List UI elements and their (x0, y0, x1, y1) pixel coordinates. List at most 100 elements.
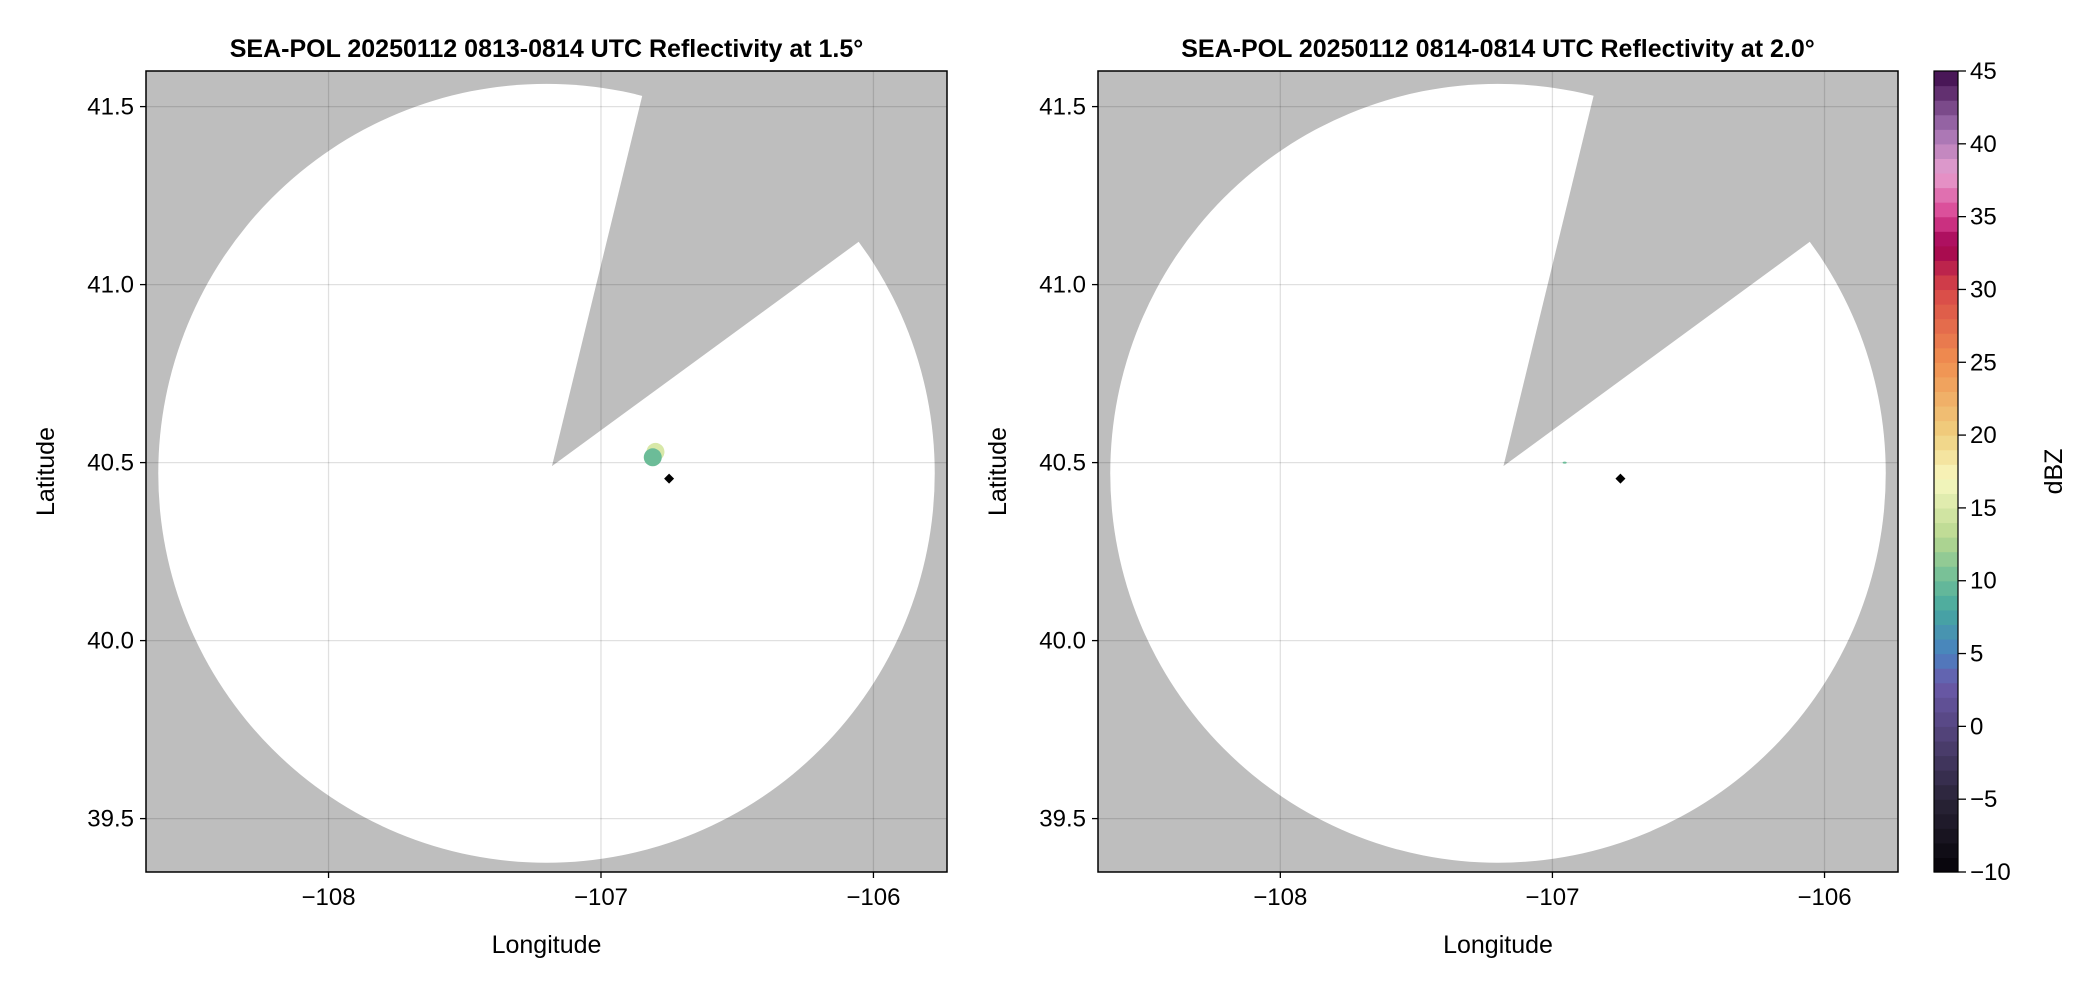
colorbar-bin (1934, 143, 1958, 159)
colorbar-bin (1934, 362, 1958, 378)
y-tick-label: 39.5 (1039, 806, 1086, 833)
axes-frame (1097, 70, 1899, 873)
colorbar-bin (1934, 449, 1958, 465)
colorbar-bin (1934, 507, 1958, 524)
colorbar-tick-label: −5 (1970, 786, 1997, 813)
colorbar-bin (1934, 784, 1958, 800)
colorbar-bin (1934, 172, 1958, 189)
colorbar-bin (1934, 333, 1958, 349)
colorbar-bin (1934, 216, 1958, 232)
panel-right: −108 −107 −106 39.5 40.0 40.5 41.0 41.5 SEA-POL … (984, 35, 1899, 959)
colorbar-bin (1934, 391, 1958, 407)
colorbar-bin (1934, 274, 1958, 291)
y-tick-label: 41.5 (1039, 94, 1086, 121)
x-axis-label: Longitude (1443, 931, 1553, 959)
colorbar-frame (1933, 70, 1959, 873)
y-axis-label: Latitude (984, 427, 1012, 516)
colorbar-bin (1934, 245, 1958, 261)
plot-area (146, 71, 947, 872)
colorbar-bin (1934, 114, 1958, 130)
y-tick-label: 40.0 (1039, 628, 1086, 655)
plot-area (1098, 71, 1898, 872)
colorbar-tick-label: 5 (1970, 641, 1983, 668)
colorbar-bin (1934, 595, 1958, 611)
colorbar-bin (1934, 537, 1958, 553)
colorbar-bin (1934, 740, 1958, 757)
colorbar-bin (1934, 842, 1958, 859)
colorbar-bin (1934, 464, 1958, 480)
colorbar-bin (1934, 609, 1958, 626)
x-tick-label: −107 (574, 884, 628, 911)
x-tick-label: −108 (1253, 884, 1307, 911)
colorbar-bin (1934, 158, 1958, 174)
blocked-sector (551, 71, 947, 467)
reflectivity-echo (1562, 461, 1567, 464)
colorbar-bin (1934, 697, 1958, 713)
colorbar-bin (1934, 493, 1958, 509)
colorbar-tick-label: 20 (1970, 422, 1997, 449)
x-tick-label: −107 (1525, 884, 1579, 911)
x-tick-label: −106 (1797, 884, 1851, 911)
colorbar-tick-label: 25 (1970, 349, 1997, 376)
colorbar-bin (1934, 129, 1958, 145)
colorbar-tick-label: 30 (1970, 276, 1997, 303)
colorbar-bin (1934, 624, 1958, 640)
colorbar: −10 −5 0 5 10 15 20 25 30 35 40 45 dBZ (1933, 58, 2068, 886)
radar-site-marker (664, 473, 675, 484)
chart-title: SEA-POL 20250112 0813-0814 UTC Reflectiv… (230, 35, 864, 63)
colorbar-bin (1934, 420, 1958, 436)
axes-frame (145, 70, 948, 873)
panel-left: −108 −107 −106 39.5 40.0 40.5 41.0 41.5 SEA-POL … (32, 35, 948, 959)
colorbar-bin (1934, 522, 1958, 538)
colorbar-bin (1934, 813, 1958, 829)
colorbar-tick-label: 10 (1970, 568, 1997, 595)
colorbar-bin (1934, 260, 1958, 276)
colorbar-bin (1934, 71, 1958, 87)
colorbar-bin (1934, 289, 1958, 305)
colorbar-bin (1934, 551, 1958, 567)
colorbar-bin (1934, 638, 1958, 655)
colorbar-tick-label: −10 (1970, 859, 2011, 886)
colorbar-bin (1934, 435, 1958, 451)
colorbar-bin (1934, 566, 1958, 582)
y-tick-label: 39.5 (87, 806, 134, 833)
y-tick-label: 40.5 (1039, 450, 1086, 477)
y-tick-label: 41.0 (87, 272, 134, 299)
colorbar-bin (1934, 202, 1958, 218)
colorbar-bin (1934, 755, 1958, 771)
radar-site-marker (1615, 473, 1626, 484)
colorbar-tick-label: 45 (1970, 58, 1997, 85)
colorbar-tick-label: 15 (1970, 495, 1997, 522)
colorbar-tick-label: 40 (1970, 131, 1997, 158)
colorbar-bin (1934, 857, 1958, 873)
y-tick-label: 40.0 (87, 628, 134, 655)
colorbar-bin (1934, 682, 1958, 698)
colorbar-bin (1934, 653, 1958, 669)
colorbar-bin (1934, 726, 1958, 742)
colorbar-bin (1934, 478, 1958, 494)
colorbar-bin (1934, 405, 1958, 422)
colorbar-bin (1934, 318, 1958, 334)
colorbar-tick-label: 0 (1970, 713, 1983, 740)
x-tick-label: −106 (846, 884, 900, 911)
chart-title: SEA-POL 20250112 0814-0814 UTC Reflectiv… (1181, 35, 1815, 63)
colorbar-bin (1934, 711, 1958, 727)
colorbar-bin (1934, 100, 1958, 116)
x-axis-label: Longitude (492, 931, 602, 959)
colorbar-bin (1934, 770, 1958, 786)
reflectivity-echo (643, 448, 662, 467)
colorbar-bin (1934, 187, 1958, 203)
blocked-sector (1503, 71, 1898, 467)
colorbar-bin (1934, 828, 1958, 844)
colorbar-bin (1934, 304, 1958, 320)
y-tick-label: 41.5 (87, 94, 134, 121)
colorbar-label: dBZ (2040, 449, 2068, 495)
colorbar-tick-label: 35 (1970, 204, 1997, 231)
y-tick-label: 41.0 (1039, 272, 1086, 299)
colorbar-bin (1934, 376, 1958, 392)
y-axis-label: Latitude (32, 427, 60, 516)
colorbar-bin (1934, 231, 1958, 247)
colorbar-bin (1934, 85, 1958, 101)
colorbar-bin (1934, 580, 1958, 596)
